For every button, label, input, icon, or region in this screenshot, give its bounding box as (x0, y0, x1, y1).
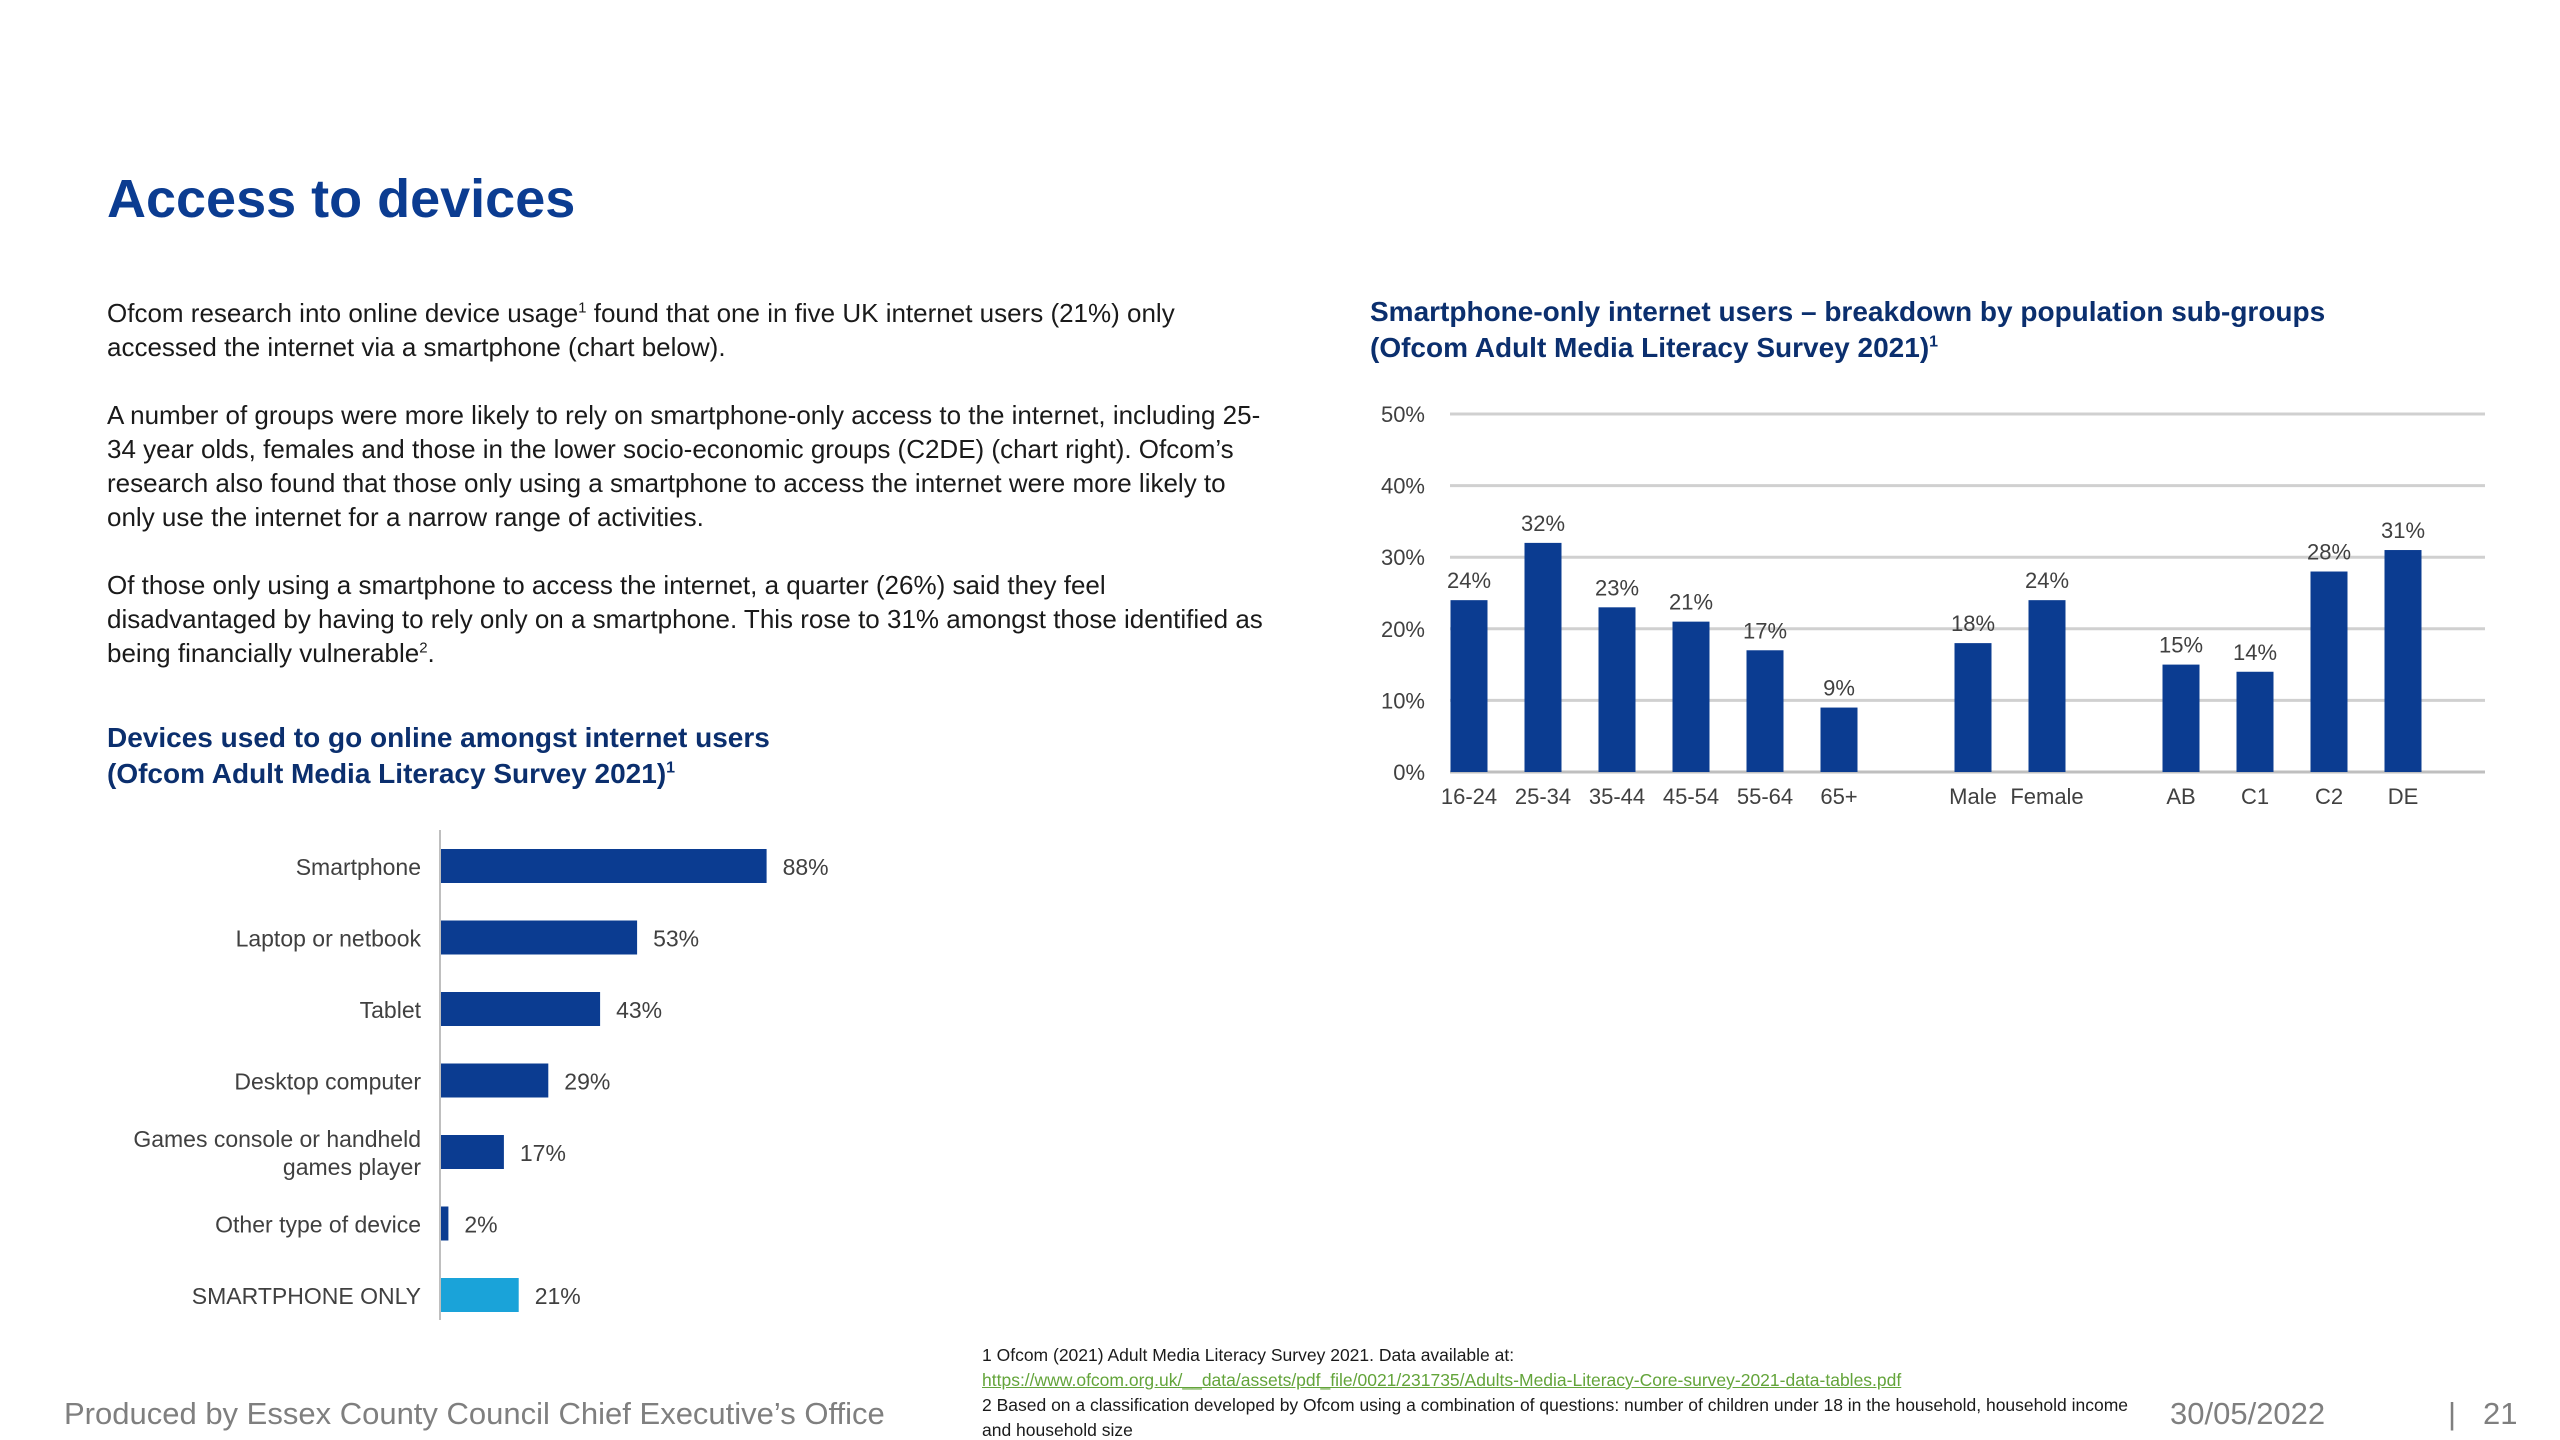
value-label-female: 24% (2025, 568, 2069, 593)
x-label-55-64: 55-64 (1737, 784, 1793, 809)
paragraph-2: A number of groups were more likely to r… (107, 400, 1261, 532)
subgroups-chart-title: Smartphone-only internet users – breakdo… (1370, 296, 2326, 363)
devices-chart-title: Devices used to go online amongst intern… (107, 722, 770, 789)
category-label-other-type-of-device: Other type of device (215, 1212, 421, 1238)
value-label-55-64: 17% (1743, 618, 1787, 643)
category-label-games-console-or-handheld-games-player-line-2: games player (283, 1154, 421, 1180)
value-label-de: 31% (2381, 518, 2425, 543)
value-label-25-34: 32% (1521, 511, 1565, 536)
x-label-25-34: 25-34 (1515, 784, 1571, 809)
category-label-smartphone-only: SMARTPHONE ONLY (192, 1283, 421, 1309)
intro-text: Ofcom research into online device usage1… (107, 296, 1267, 704)
bar-female (2028, 600, 2066, 772)
bar-de (2384, 550, 2422, 772)
value-label-games-console-or-handheld-games-player: 17% (520, 1140, 566, 1166)
value-label-65: 9% (1823, 676, 1855, 701)
bar-16-24 (1450, 600, 1488, 772)
value-label-35-44: 23% (1595, 575, 1639, 600)
bar-smartphone-only (441, 1278, 519, 1312)
bar-tablet (441, 992, 601, 1026)
footnote-1-link[interactable]: https://www.ofcom.org.uk/__data/assets/p… (982, 1370, 1902, 1390)
x-label-65: 65+ (1820, 784, 1857, 809)
value-label-other-type-of-device: 2% (464, 1212, 497, 1238)
value-label-c1: 14% (2233, 640, 2277, 665)
value-label-16-24: 24% (1447, 568, 1491, 593)
bar-55-64 (1746, 650, 1784, 772)
bar-ab (2162, 664, 2200, 772)
x-label-35-44: 35-44 (1589, 784, 1645, 809)
value-label-laptop-or-netbook: 53% (653, 926, 699, 952)
bar-c1 (2236, 671, 2274, 772)
footer-date: 30/05/2022 (2170, 1396, 2326, 1431)
footer-separator: | (2448, 1396, 2457, 1431)
devices-bar-chart: 88% Smartphone 53% Laptop or netbook 43% Tabl… (133, 830, 829, 1320)
y-tick-20: 20% (1381, 617, 1425, 642)
bar-smartphone (441, 849, 767, 883)
bar-35-44 (1598, 607, 1636, 772)
paragraph-3: Of those only using a smartphone to acce… (107, 570, 1263, 668)
category-label-games-console-or-handheld-games-player-line-1: Games console or handheld (133, 1126, 421, 1152)
x-label-c2: C2 (2315, 784, 2343, 809)
category-label-smartphone: Smartphone (296, 854, 421, 880)
page-title: Access to devices (107, 169, 576, 229)
bar-c2 (2310, 571, 2348, 772)
x-label-male: Male (1949, 784, 1997, 809)
category-label-desktop-computer: Desktop computer (234, 1069, 421, 1095)
value-label-c2: 28% (2307, 540, 2351, 565)
category-label-tablet: Tablet (360, 997, 422, 1023)
paragraph-1: Ofcom research into online device usage1… (107, 298, 1175, 362)
value-label-smartphone-only: 21% (535, 1283, 581, 1309)
y-tick-0: 0% (1393, 760, 1425, 785)
y-tick-40: 40% (1381, 474, 1425, 499)
subgroups-bar-chart: 0% 10% 20% 30% 40% 50% 24% 16-24 32% 25-34 23% 35-4… (1381, 402, 2485, 809)
bar-25-34 (1524, 542, 1562, 772)
x-label-female: Female (2010, 784, 2083, 809)
value-label-45-54: 21% (1669, 590, 1713, 615)
x-label-16-24: 16-24 (1441, 784, 1497, 809)
value-label-ab: 15% (2159, 633, 2203, 658)
footnotes: 1 Ofcom (2021) Adult Media Literacy Surv… (982, 1343, 2132, 1440)
bar-laptop-or-netbook (441, 920, 638, 955)
bar-45-54 (1672, 621, 1710, 772)
x-label-45-54: 45-54 (1663, 784, 1719, 809)
footnote-1: 1 Ofcom (2021) Adult Media Literacy Surv… (982, 1345, 1515, 1365)
footer-producer: Produced by Essex County Council Chief E… (64, 1396, 885, 1431)
value-label-tablet: 43% (616, 997, 662, 1023)
x-label-c1: C1 (2241, 784, 2269, 809)
value-label-desktop-computer: 29% (564, 1069, 610, 1095)
page-number: 21 (2483, 1396, 2518, 1431)
value-label-smartphone: 88% (783, 854, 829, 880)
bar-male (1954, 643, 1992, 772)
x-label-ab: AB (2166, 784, 2195, 809)
footnote-2: 2 Based on a classification developed by… (982, 1395, 2129, 1440)
value-label-male: 18% (1951, 611, 1995, 636)
bar-games-console-or-handheld-games-player (441, 1135, 504, 1169)
bar-65 (1820, 707, 1858, 772)
bar-desktop-computer (441, 1063, 549, 1098)
y-tick-10: 10% (1381, 688, 1425, 713)
bar-other-type-of-device (441, 1206, 449, 1241)
x-label-de: DE (2388, 784, 2419, 809)
category-label-laptop-or-netbook: Laptop or netbook (236, 926, 422, 952)
y-tick-50: 50% (1381, 402, 1425, 427)
y-tick-30: 30% (1381, 545, 1425, 570)
